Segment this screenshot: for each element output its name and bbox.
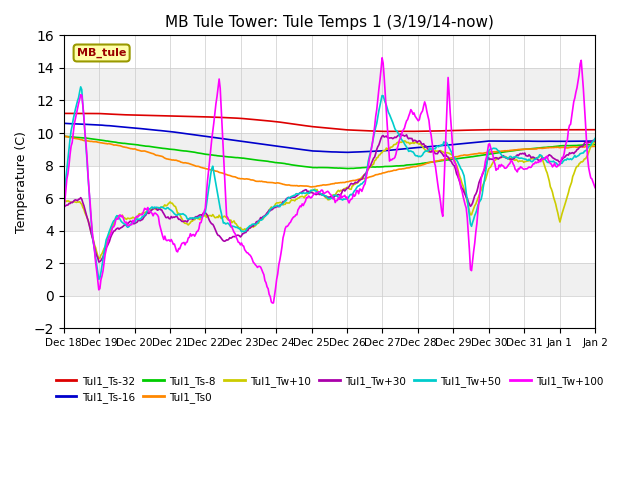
Tul1_Ts-16 [348,149,356,155]
Tul1_Tw+50 [497,152,505,158]
Tul1_Ts-16 [591,138,599,144]
Line: Tul1_Tw+10: Tul1_Tw+10 [63,141,595,259]
Tul1_Tw+30 [377,135,385,141]
Tul1_Ts-16 [343,150,351,156]
Tul1_Ts-16 [377,148,385,154]
Tul1_Ts-8 [579,142,587,148]
Tul1_Ts0 [316,182,324,188]
Bar [63,296,595,328]
Tul1_Tw+10 [579,158,587,164]
Tul1_Tw+50 [349,190,357,196]
Tul1_Tw+30 [580,140,588,146]
Tul1_Ts0 [579,144,587,150]
Tul1_Ts0 [60,133,67,139]
Tul1_Tw+100 [591,185,599,191]
Y-axis label: Temperature (C): Temperature (C) [15,131,28,233]
Tul1_Tw+50 [77,84,84,90]
Tul1_Tw+30 [316,191,324,197]
Tul1_Ts-32 [313,124,321,130]
Legend: Tul1_Ts-32, Tul1_Ts-16, Tul1_Ts-8, Tul1_Ts0, Tul1_Tw+10, Tul1_Tw+30, Tul1_Tw+50,: Tul1_Ts-32, Tul1_Ts-16, Tul1_Ts-8, Tul1_… [51,372,607,407]
Tul1_Ts-16 [316,148,323,154]
Tul1_Ts0 [377,171,385,177]
Title: MB Tule Tower: Tule Temps 1 (3/19/14-now): MB Tule Tower: Tule Temps 1 (3/19/14-now… [165,15,494,30]
Tul1_Tw+10 [377,150,385,156]
Tul1_Ts0 [591,144,599,149]
Tul1_Tw+10 [313,187,321,192]
Bar [63,231,595,263]
Tul1_Ts-8 [312,165,320,170]
Tul1_Tw+10 [95,256,102,262]
Tul1_Ts-16 [579,138,587,144]
Tul1_Ts-8 [497,150,504,156]
Tul1_Ts0 [497,148,504,154]
Tul1_Tw+30 [396,131,404,137]
Tul1_Ts0 [313,183,321,189]
Tul1_Ts-8 [316,165,323,170]
Tul1_Ts-8 [348,166,356,171]
Tul1_Ts-8 [591,142,599,147]
Tul1_Tw+10 [348,183,356,189]
Tul1_Tw+30 [60,204,67,210]
Tul1_Ts0 [348,178,356,183]
Tul1_Tw+100 [60,209,67,215]
Tul1_Tw+30 [95,259,102,265]
Tul1_Tw+30 [348,181,356,187]
Bar [63,100,595,133]
Tul1_Tw+100 [316,189,324,195]
Line: Tul1_Tw+100: Tul1_Tw+100 [63,58,595,303]
Tul1_Tw+100 [269,300,276,306]
Tul1_Ts-8 [377,164,385,170]
Tul1_Tw+10 [497,155,504,160]
Tul1_Ts0 [308,184,316,190]
Tul1_Ts-8 [343,166,351,171]
Tul1_Tw+100 [497,162,505,168]
Tul1_Tw+30 [313,192,321,197]
Tul1_Tw+10 [316,191,324,196]
Tul1_Tw+10 [591,138,599,144]
Tul1_Tw+100 [580,103,588,108]
Tul1_Ts-32 [497,127,505,132]
Line: Tul1_Ts0: Tul1_Ts0 [63,136,595,187]
Tul1_Ts-8 [60,133,67,139]
Tul1_Ts-32 [580,127,588,132]
Tul1_Ts-16 [312,148,320,154]
Tul1_Tw+50 [591,135,599,141]
Tul1_Ts-16 [497,138,504,144]
Tul1_Tw+50 [317,191,325,197]
Tul1_Ts-32 [380,129,387,134]
Tul1_Tw+50 [314,189,322,195]
Tul1_Tw+50 [60,195,67,201]
Line: Tul1_Ts-16: Tul1_Ts-16 [63,123,595,153]
Line: Tul1_Tw+50: Tul1_Tw+50 [63,87,595,279]
Tul1_Tw+30 [497,155,505,160]
Line: Tul1_Tw+30: Tul1_Tw+30 [63,134,595,262]
Tul1_Ts-32 [591,127,599,132]
Tul1_Ts-32 [60,110,67,116]
Tul1_Ts-32 [377,129,385,134]
Tul1_Ts-32 [316,124,324,130]
Tul1_Tw+10 [60,198,67,204]
Tul1_Tw+100 [378,55,386,60]
Tul1_Tw+50 [580,148,588,154]
Line: Tul1_Ts-32: Tul1_Ts-32 [63,113,595,132]
Tul1_Ts-16 [60,120,67,126]
Tul1_Ts-32 [348,127,356,133]
Line: Tul1_Ts-8: Tul1_Ts-8 [63,136,595,168]
Text: MB_tule: MB_tule [77,48,126,58]
Tul1_Tw+50 [95,276,102,282]
Bar [63,166,595,198]
Tul1_Tw+100 [377,67,385,72]
Bar [63,36,595,68]
Tul1_Tw+30 [591,138,599,144]
Tul1_Ts-32 [65,110,73,116]
Tul1_Tw+100 [348,196,356,202]
Tul1_Tw+100 [313,191,321,196]
Tul1_Tw+50 [378,93,386,98]
